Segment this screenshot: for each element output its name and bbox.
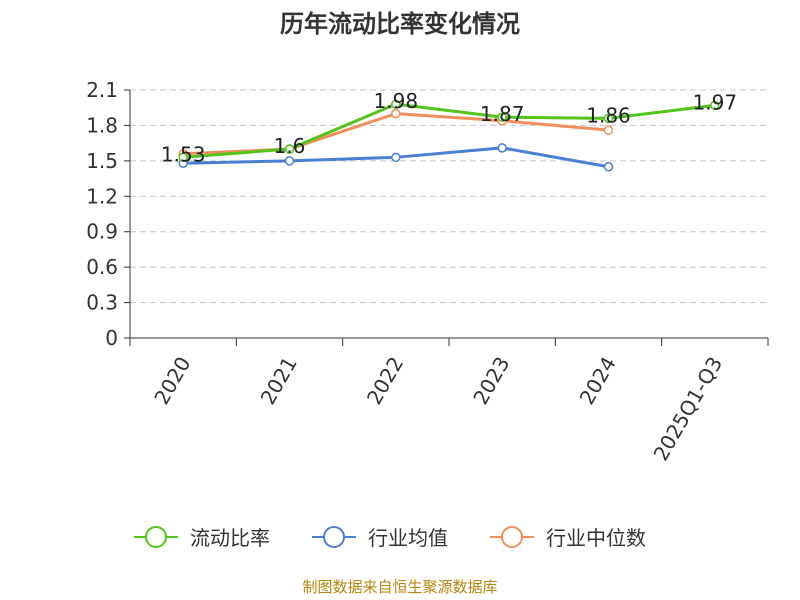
x-tick-label: 2021: [256, 353, 302, 409]
data-label: 1.86: [586, 103, 631, 127]
data-point[interactable]: [178, 152, 188, 163]
y-tick-label: 2.1: [86, 78, 118, 102]
y-tick-label: 0.3: [86, 291, 118, 315]
chart-title: 历年流动比率变化情况: [280, 10, 520, 38]
data-point[interactable]: [497, 143, 507, 153]
data-point[interactable]: [284, 156, 295, 166]
axes: 0 0.3 0.6 0.9 1.2 1.5 1.8 2.1 2020 2021 2022 2023 20…: [86, 78, 769, 465]
data-point[interactable]: [497, 112, 507, 122]
data-label: 1.97: [693, 90, 738, 114]
legend[interactable]: 流动比率 行业均值 行业中位数: [134, 526, 646, 550]
x-tick-label: 2020: [149, 353, 195, 409]
legend-item-0[interactable]: 流动比率: [134, 526, 270, 550]
series-layer: [178, 99, 720, 172]
data-point[interactable]: [391, 152, 401, 163]
x-tick-label: 2025Q1-Q3: [648, 353, 727, 465]
series-line-0: [183, 102, 716, 159]
legend-swatch-marker: [323, 526, 345, 548]
data-label: 1.6: [274, 134, 306, 158]
legend-item-1[interactable]: 行业均值: [312, 526, 448, 550]
data-point[interactable]: [284, 144, 295, 154]
legend-swatch-marker: [145, 526, 167, 548]
data-label: 1.87: [480, 102, 525, 126]
legend-label: 行业中位数: [546, 526, 646, 550]
x-tick-label: 2024: [575, 353, 621, 409]
legend-label: 流动比率: [190, 526, 270, 550]
y-tick-label: 0.6: [86, 255, 118, 279]
data-point[interactable]: [391, 99, 401, 109]
y-tick-label: 0.9: [86, 220, 118, 244]
legend-swatch-marker: [501, 526, 523, 548]
data-label: 1.98: [374, 89, 419, 113]
series-line-2: [183, 112, 609, 156]
data-point[interactable]: [603, 162, 614, 172]
data-point[interactable]: [603, 125, 614, 135]
y-tick-label: 1.5: [86, 149, 118, 173]
legend-label: 行业均值: [368, 526, 448, 550]
data-labels: 1.53 1.6 1.98 1.87 1.86 1.97: [161, 89, 737, 166]
y-tick-label: 1.2: [86, 184, 118, 208]
data-point[interactable]: [710, 100, 720, 111]
y-tick-label: 0: [105, 326, 118, 350]
grid: [130, 89, 768, 304]
data-point[interactable]: [391, 108, 401, 119]
source-note: 制图数据来自恒生聚源数据库: [302, 578, 497, 596]
y-tick-label: 1.8: [86, 113, 118, 137]
data-label: 1.53: [161, 142, 206, 166]
x-tick-label: 2022: [362, 353, 408, 409]
data-point[interactable]: [603, 113, 614, 124]
legend-item-2[interactable]: 行业中位数: [490, 526, 646, 550]
x-tick-label: 2023: [468, 352, 514, 408]
